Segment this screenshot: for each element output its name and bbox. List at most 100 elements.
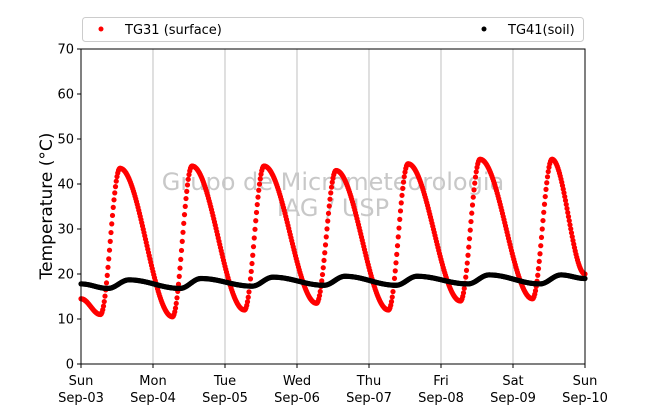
data-point	[562, 193, 568, 200]
data-point	[537, 251, 543, 257]
data-point	[541, 209, 547, 215]
data-point	[545, 169, 551, 175]
legend-label-soil: TG41(soil)	[507, 23, 575, 38]
data-point	[562, 197, 569, 204]
legend-label-surface: TG31 (surface)	[124, 23, 222, 38]
data-point	[469, 202, 476, 208]
data-point	[101, 298, 107, 305]
x-tick-label-date: Sep-08	[418, 391, 464, 406]
data-point	[323, 234, 329, 240]
legend-frame	[82, 17, 584, 42]
data-point	[183, 195, 189, 202]
data-point	[400, 179, 407, 185]
data-point	[319, 271, 326, 278]
y-axis: 0 10 20 30 40 50 60 70	[57, 43, 81, 373]
data-point	[463, 267, 470, 273]
data-point	[185, 176, 191, 182]
data-point	[181, 212, 188, 218]
data-point	[178, 256, 184, 263]
x-tick-label-date: Sep-03	[58, 391, 104, 406]
data-point	[536, 258, 542, 265]
data-point	[244, 299, 251, 305]
data-point	[181, 220, 187, 226]
data-point	[328, 184, 335, 190]
data-point	[256, 187, 262, 193]
grid-lines	[152, 49, 514, 364]
data-point	[105, 264, 111, 270]
data-point	[179, 238, 185, 244]
data-point	[465, 252, 471, 258]
data-point	[256, 181, 263, 187]
data-point	[102, 293, 108, 299]
data-point	[389, 294, 395, 300]
data-point	[390, 289, 396, 295]
data-point	[107, 238, 113, 244]
x-tick-label-day: Fri	[433, 374, 449, 389]
y-axis-title: Temperature (°C)	[37, 133, 57, 281]
data-point	[538, 243, 544, 249]
data-point	[470, 194, 476, 200]
data-point	[317, 288, 323, 295]
data-point	[112, 184, 119, 190]
data-point	[111, 197, 117, 203]
data-point	[544, 180, 550, 186]
data-point	[472, 180, 478, 186]
data-point	[329, 179, 335, 185]
y-tick-label: 70	[57, 43, 74, 58]
y-tick-label: 50	[57, 133, 74, 148]
data-point	[110, 204, 116, 210]
data-point	[565, 214, 572, 220]
x-tick-label-date: Sep-10	[562, 391, 608, 406]
data-point	[182, 203, 188, 209]
data-point	[326, 203, 332, 209]
data-point	[567, 222, 573, 228]
data-point	[319, 278, 325, 284]
x-tick-label-date: Sep-06	[274, 391, 320, 406]
y-tick-label: 60	[57, 88, 74, 103]
x-axis: Sun Sep-03 Mon Sep-04 Tue Sep-05 Wed Sep-06 Thu S…	[58, 364, 608, 406]
data-point	[184, 182, 191, 188]
data-point	[466, 244, 472, 250]
x-tick-label-date: Sep-05	[202, 391, 248, 406]
data-point	[245, 294, 251, 300]
data-point	[252, 226, 258, 232]
data-point	[566, 218, 572, 224]
data-point	[399, 192, 405, 198]
data-point	[328, 190, 334, 196]
data-point	[568, 226, 574, 232]
data-point	[250, 244, 257, 250]
data-point	[100, 303, 107, 309]
data-point	[106, 256, 112, 262]
data-point	[322, 250, 328, 256]
data-point	[109, 221, 115, 227]
y-tick-label: 0	[66, 358, 74, 373]
data-point	[255, 194, 261, 200]
data-point	[538, 234, 545, 241]
x-tick-label-day: Sun	[69, 374, 94, 389]
data-point	[322, 242, 329, 248]
data-point	[395, 234, 401, 240]
data-point	[393, 260, 399, 266]
data-point	[471, 187, 477, 193]
data-point	[246, 289, 252, 295]
data-point	[544, 174, 551, 180]
data-point	[541, 201, 548, 207]
data-point	[106, 247, 113, 253]
data-point	[401, 174, 407, 180]
data-point	[397, 208, 404, 214]
data-point	[394, 243, 401, 249]
x-tick-label-date: Sep-09	[490, 391, 536, 406]
x-tick-label-day: Sat	[502, 374, 523, 389]
x-tick-label-date: Sep-04	[130, 391, 176, 406]
data-point	[472, 174, 479, 180]
data-point	[464, 260, 470, 266]
x-tick-label-day: Thu	[356, 374, 381, 389]
data-point	[564, 205, 570, 212]
data-point	[460, 290, 467, 296]
data-point	[178, 247, 185, 254]
data-point	[174, 295, 180, 301]
data-point	[316, 293, 323, 299]
y-tick-label: 10	[57, 313, 74, 328]
data-point	[112, 190, 118, 196]
data-point	[400, 185, 406, 191]
